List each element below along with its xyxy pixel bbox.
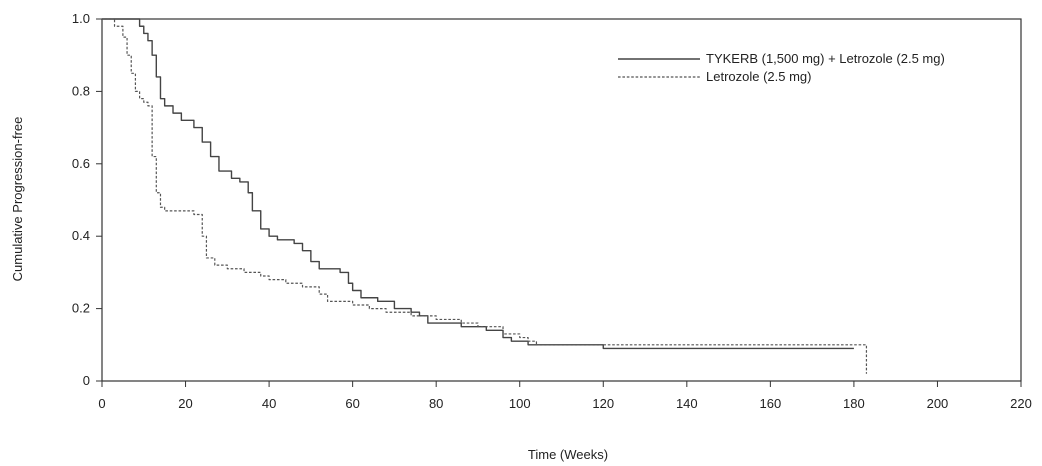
x-tick-label-200: 200 — [927, 396, 949, 411]
series-tykerb-letrozole-line — [102, 18, 854, 350]
x-tick-label-60: 60 — [345, 396, 359, 411]
x-tick-label-100: 100 — [509, 396, 531, 411]
legend-label-tykerb-letrozole: TYKERB (1,500 mg) + Letrozole (2.5 mg) — [706, 51, 945, 66]
plot-frame — [101, 18, 1022, 382]
y-tick-label-0-2: 0.2 — [72, 301, 90, 316]
x-tick-label-80: 80 — [429, 396, 443, 411]
x-axis-title: Time (Weeks) — [528, 447, 608, 462]
x-tick-label-180: 180 — [843, 396, 865, 411]
y-tick-label-1-0: 1.0 — [72, 11, 90, 26]
x-tick-label-0: 0 — [98, 396, 105, 411]
y-tick-label-0-4: 0.4 — [72, 228, 90, 243]
x-tick-label-220: 220 — [1010, 396, 1032, 411]
y-tick-label-0-8: 0.8 — [72, 83, 90, 98]
y-tick-label-0: 0 — [83, 373, 90, 388]
x-tick-label-140: 140 — [676, 396, 698, 411]
x-tick-label-20: 20 — [178, 396, 192, 411]
legend-label-letrozole: Letrozole (2.5 mg) — [706, 69, 812, 84]
x-tick-label-40: 40 — [262, 396, 276, 411]
y-tick-label-0-6: 0.6 — [72, 156, 90, 171]
x-tick-label-160: 160 — [760, 396, 782, 411]
y-axis-title: Cumulative Progression-free — [10, 117, 25, 282]
x-tick-label-120: 120 — [592, 396, 614, 411]
